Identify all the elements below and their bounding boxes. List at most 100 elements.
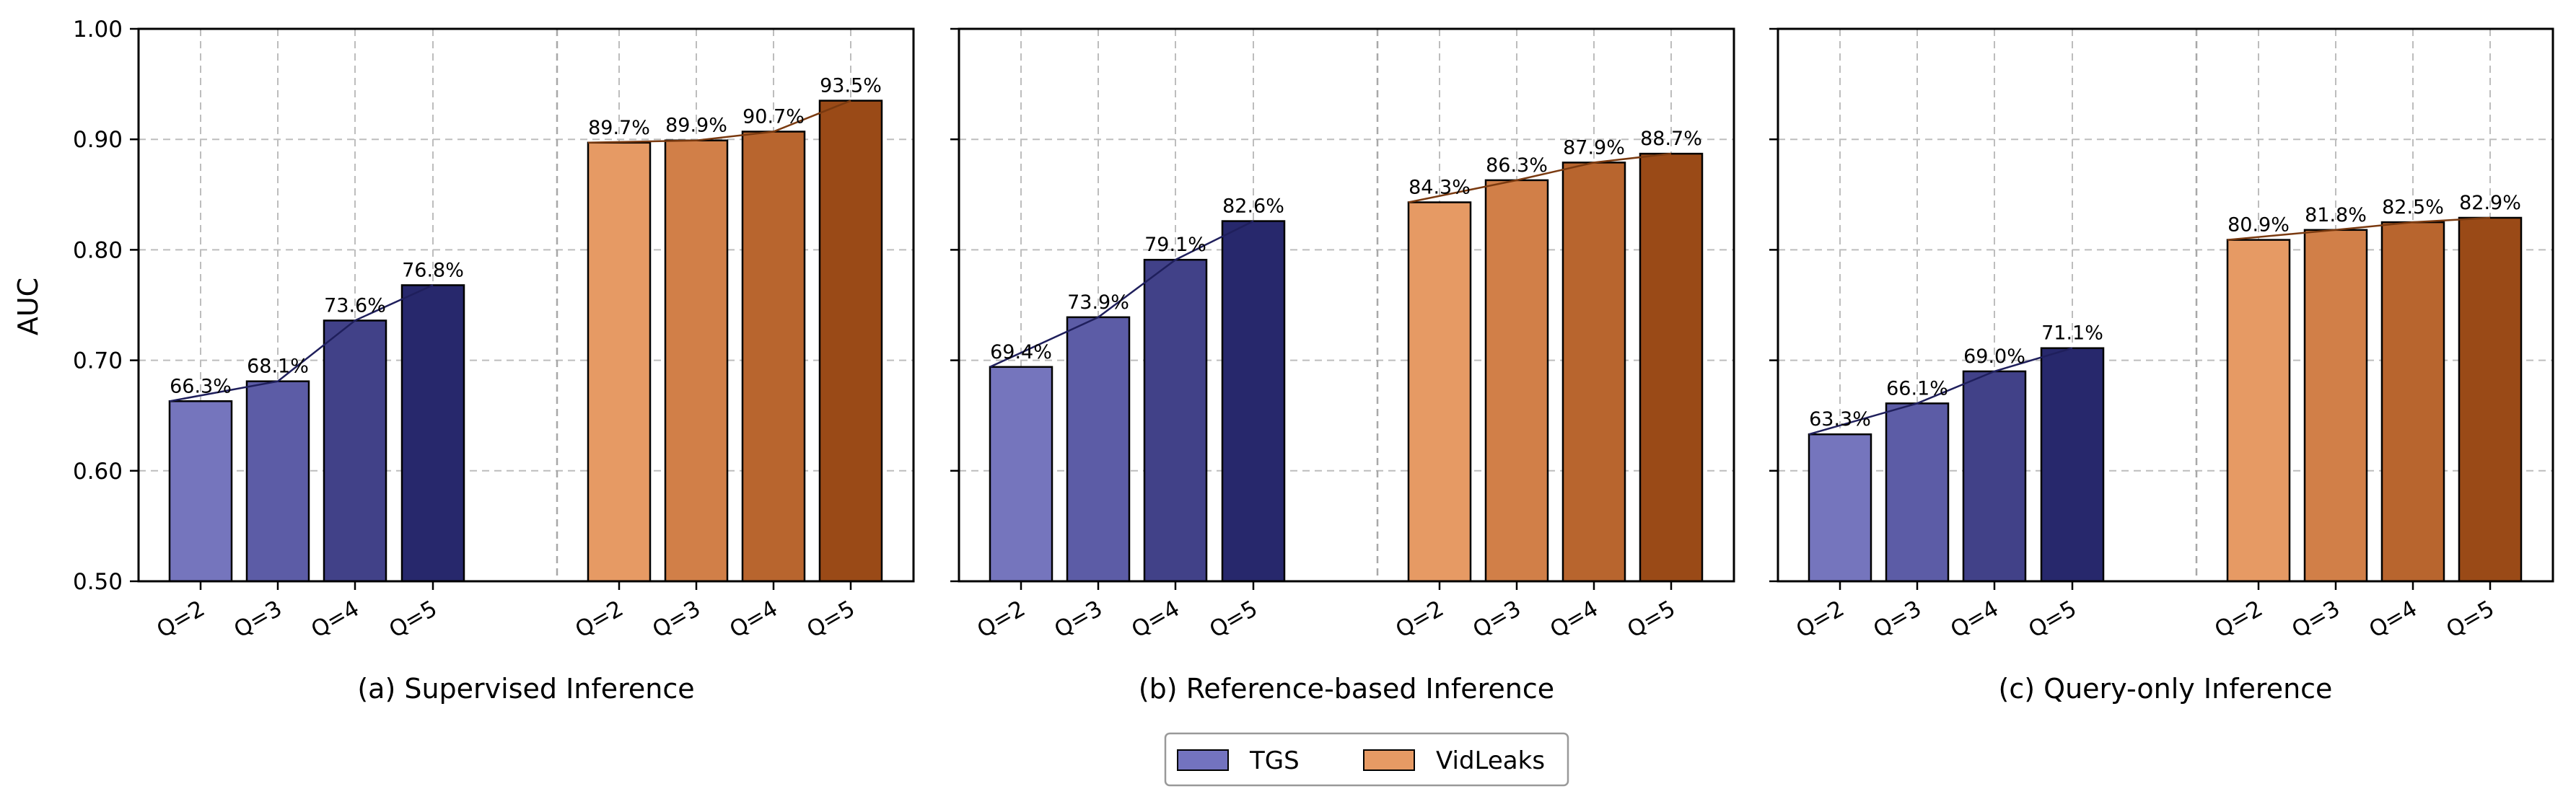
data-label: 86.3% (1486, 154, 1548, 177)
x-tick-label: Q=5 (802, 596, 859, 643)
y-tick-label: 0.90 (73, 127, 123, 153)
data-label: 71.1% (2041, 322, 2103, 345)
legend: TGS VidLeaks (1164, 732, 1569, 787)
legend-label-vidleaks: VidLeaks (1436, 746, 1545, 775)
tgs-bar (1885, 402, 1950, 583)
panel-title: (b) Reference-based Inference (1139, 673, 1554, 705)
x-tick-label: Q=4 (307, 596, 364, 643)
x-tick-label: Q=4 (1946, 596, 2003, 643)
vidleaks-bar (2303, 229, 2368, 583)
tgs-bar (989, 366, 1053, 583)
x-tick-label: Q=2 (1391, 596, 1448, 643)
x-tick-label: Q=3 (1468, 596, 1525, 643)
data-label: 76.8% (402, 259, 464, 281)
x-tick-label: Q=3 (648, 596, 705, 643)
x-tick-label: Q=4 (1127, 596, 1184, 643)
x-tick-label: Q=2 (1792, 596, 1849, 643)
data-label: 66.1% (1886, 377, 1948, 400)
data-label: 81.8% (2305, 204, 2367, 226)
x-tick-label: Q=4 (2365, 596, 2422, 643)
x-tick-label: Q=2 (973, 596, 1030, 643)
x-tick-label: Q=4 (1546, 596, 1603, 643)
vidleaks-bar (741, 131, 806, 583)
vidleaks-bar (1561, 162, 1626, 583)
tgs-bar (1808, 433, 1872, 583)
tgs-bar (400, 284, 465, 583)
vidleaks-bar (2226, 239, 2291, 583)
y-tick-label: 0.60 (73, 459, 123, 485)
data-label: 69.4% (990, 341, 1052, 363)
x-tick-label: Q=5 (1205, 596, 1262, 643)
data-label: 73.6% (324, 294, 386, 317)
legend-swatch-vidleaks (1363, 749, 1415, 771)
vidleaks-bar (818, 100, 883, 583)
y-tick-label: 1.00 (73, 17, 123, 43)
tgs-bar (245, 380, 310, 583)
x-tick-label: Q=2 (152, 596, 209, 643)
data-label: 82.5% (2382, 196, 2444, 219)
tgs-bar (2040, 347, 2105, 583)
chart-panel-1: 0.50 0.60 0.70 0.80 0.90 1.00 66.3% 68.1% 73.6% 7… (73, 17, 915, 705)
x-tick-label: Q=3 (1050, 596, 1107, 643)
tgs-bar (323, 319, 387, 583)
vidleaks-bar (1407, 201, 1472, 583)
data-label: 63.3% (1809, 408, 1871, 431)
vidleaks-bar (2380, 221, 2445, 583)
data-label: 88.7% (1640, 128, 1702, 150)
data-label: 82.9% (2459, 192, 2521, 214)
chart-panel-3: 63.3% 66.1% 69.0% 71.1% Q=2 Q=3 Q=4 Q=5 80.9% 81.… (1769, 27, 2554, 705)
y-axis-label: AUC (12, 278, 44, 335)
panel-title: (c) Query-only Inference (1999, 673, 2333, 705)
x-tick-label: Q=3 (2287, 596, 2344, 643)
data-label: 73.9% (1067, 291, 1129, 314)
x-tick-label: Q=5 (385, 596, 442, 643)
tgs-bar (1962, 370, 2027, 583)
data-label: 87.9% (1563, 136, 1625, 159)
vidleaks-bar (1639, 152, 1704, 583)
data-label: 80.9% (2227, 214, 2290, 237)
vidleaks-bar (587, 141, 652, 583)
data-label: 68.1% (247, 356, 309, 378)
data-label: 90.7% (742, 105, 805, 128)
vidleaks-trend-line (1408, 152, 1672, 203)
tgs-bar (1143, 258, 1208, 583)
tgs-bar (1066, 316, 1131, 583)
vidleaks-trend-line (2227, 216, 2491, 241)
panels: 0.50 0.60 0.70 0.80 0.90 1.00 66.3% 68.1% 73.6% 7… (73, 17, 2554, 705)
chart-panel-2: 69.4% 73.9% 79.1% 82.6% Q=2 Q=3 Q=4 Q=5 84.3% 86.… (950, 27, 1735, 705)
data-label: 84.3% (1409, 177, 1471, 199)
data-label: 69.0% (1963, 345, 2025, 368)
tgs-trend-line (1808, 347, 2073, 436)
x-tick-label: Q=4 (725, 596, 782, 643)
data-label: 79.1% (1144, 234, 1206, 256)
data-label: 66.3% (170, 375, 232, 397)
data-label: 89.9% (665, 115, 727, 137)
tgs-bar (168, 400, 233, 583)
vidleaks-trend-line (587, 100, 851, 144)
axes-frame (137, 27, 915, 583)
axes-frame (958, 27, 1735, 583)
tgs-bar (1221, 220, 1286, 583)
panel-title: (a) Supervised Inference (357, 673, 694, 705)
y-tick-label: 0.50 (73, 569, 123, 595)
data-label: 82.6% (1222, 195, 1284, 218)
x-tick-label: Q=5 (2442, 596, 2499, 643)
x-tick-label: Q=5 (1623, 596, 1680, 643)
legend-swatch-tgs (1177, 749, 1229, 771)
axes-frame (1777, 27, 2554, 583)
vidleaks-bar (664, 139, 729, 583)
x-tick-label: Q=2 (571, 596, 628, 643)
vidleaks-bar (1484, 179, 1549, 583)
x-tick-label: Q=5 (2024, 596, 2081, 643)
y-tick-label: 0.80 (73, 237, 123, 263)
tgs-trend-line (989, 220, 1254, 368)
legend-label-tgs: TGS (1249, 746, 1300, 775)
x-tick-label: Q=3 (1869, 596, 1926, 643)
vidleaks-bar (2458, 216, 2523, 583)
tgs-trend-line (169, 284, 434, 402)
x-tick-label: Q=2 (2210, 596, 2267, 643)
x-tick-label: Q=3 (229, 596, 286, 643)
y-tick-label: 0.70 (73, 348, 123, 374)
data-label: 93.5% (820, 75, 882, 97)
